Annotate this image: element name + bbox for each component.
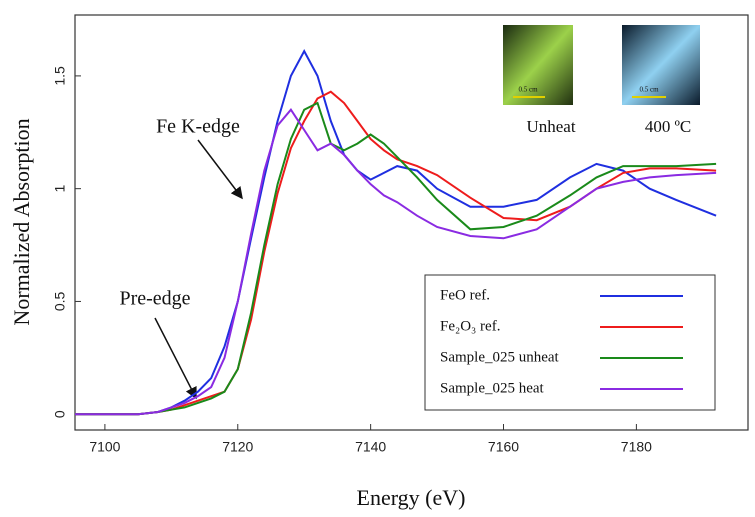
annotation: Unheat xyxy=(526,117,575,136)
arrow xyxy=(198,140,242,198)
photo-unheat xyxy=(503,25,573,105)
annotation: 0.5 cm xyxy=(639,86,659,94)
legend-label: Sample_025 heat xyxy=(440,380,545,396)
x-tick-label: 7140 xyxy=(355,439,386,455)
y-tick-label: 0 xyxy=(52,410,68,418)
annotation: 0.5 cm xyxy=(518,86,538,94)
legend-label: Fe₂O₃ ref. xyxy=(440,318,500,334)
x-tick-label: 7100 xyxy=(89,439,120,455)
x-tick-label: 7160 xyxy=(488,439,519,455)
chart: Energy (eV) Normalized Absorption 7100 71… xyxy=(0,0,755,517)
x-tick-label: 7180 xyxy=(621,439,652,455)
legend-label: Sample_025 unheat xyxy=(440,349,560,365)
y-tick-label: 1 xyxy=(52,185,68,193)
annotation: Fe K-edge xyxy=(156,116,240,138)
annotation: Pre-edge xyxy=(119,288,190,310)
photo-heat xyxy=(622,25,700,105)
legend-label: FeO ref. xyxy=(440,287,490,303)
y-tick-label: 0.5 xyxy=(52,291,68,311)
y-tick-label: 1.5 xyxy=(52,66,68,86)
arrow xyxy=(155,318,196,398)
annotation: 400 ºC xyxy=(645,117,691,136)
x-axis-label: Energy (eV) xyxy=(357,485,466,510)
y-axis-label: Normalized Absorption xyxy=(9,118,34,325)
x-tick-label: 7120 xyxy=(222,439,253,455)
